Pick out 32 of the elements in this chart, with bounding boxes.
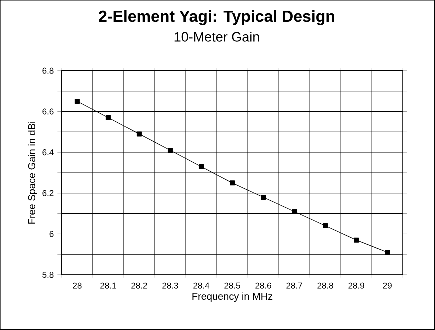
point [106,115,111,120]
y-tick-label: 6.8 [42,68,54,74]
y-tick-label: 5.8 [42,272,54,278]
x-tick-label: 28 [73,282,82,289]
x-tick-label: 28.2 [132,282,148,289]
point [292,209,298,214]
point [385,250,390,256]
point [230,180,236,186]
x-tick-label: 28.3 [162,282,178,289]
point [136,132,142,137]
x-tick-label: 29 [383,282,392,289]
x-tick-label: 28.9 [348,282,364,289]
x-axis-title: Frequency in MHz [192,292,273,302]
x-tick-label: 28.1 [100,282,116,289]
y-tick-label: 6.4 [42,150,54,156]
x-tick-label: 28.8 [318,282,334,289]
y-tick-label: 6 [50,231,54,238]
chart-title: 2-Element Yagi: Typical Design [99,10,334,26]
point [198,164,204,170]
x-tick-label: 28.4 [194,282,210,289]
point [323,224,328,229]
point [74,99,80,104]
chart-subtitle: 10-Meter Gain [174,32,260,42]
x-tick-label: 28.5 [224,282,240,289]
y-tick-label: 6.2 [42,190,54,196]
point [354,238,360,243]
point [168,148,173,154]
y-axis-title: Free Space Gain in dBi [28,122,38,224]
x-tick-label: 28.7 [286,282,302,289]
y-tick-label: 6.6 [42,108,54,115]
point [261,194,266,200]
x-tick-label: 28.6 [256,282,272,289]
